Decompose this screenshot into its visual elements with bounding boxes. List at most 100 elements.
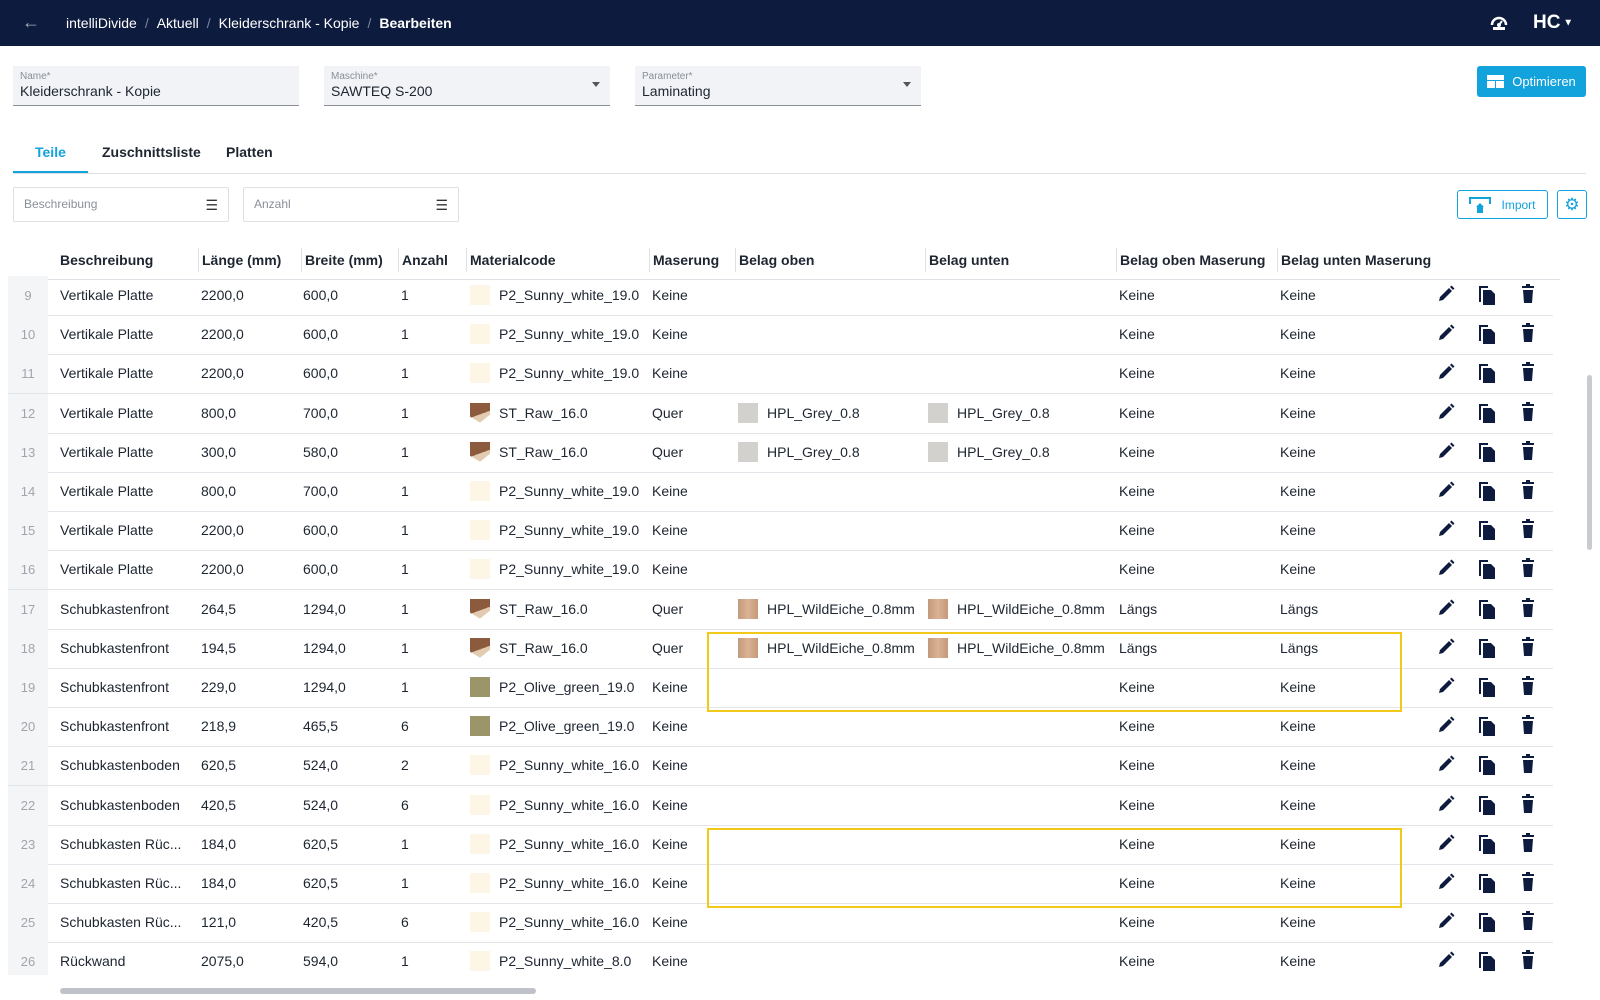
horizontal-scrollbar-thumb[interactable]	[60, 988, 536, 994]
edit-pencil-icon[interactable]	[1436, 715, 1456, 737]
copy-icon[interactable]	[1477, 362, 1497, 384]
machine-select[interactable]: Maschine* SAWTEQ S-200	[324, 66, 610, 106]
column-header[interactable]: Belag oben Maserung	[1120, 252, 1266, 268]
delete-trash-icon[interactable]	[1519, 597, 1539, 620]
table-row[interactable]: 13 Vertikale Platte 300,0 580,0 1 ST_Raw_16.0…	[8, 432, 1553, 473]
column-header[interactable]: Breite (mm)	[305, 252, 383, 268]
copy-icon[interactable]	[1477, 794, 1497, 816]
delete-trash-icon[interactable]	[1519, 832, 1539, 855]
delete-trash-icon[interactable]	[1519, 323, 1539, 345]
edit-pencil-icon[interactable]	[1436, 833, 1456, 855]
table-row[interactable]: 14 Vertikale Platte 800,0 700,0 1 P2_Sunny_wh…	[8, 472, 1553, 512]
delete-trash-icon[interactable]	[1519, 715, 1539, 737]
copy-icon[interactable]	[1477, 754, 1497, 776]
copy-icon[interactable]	[1477, 676, 1497, 698]
table-row[interactable]: 21 Schubkastenboden 620,5 524,0 2 P2_Sunny_wh…	[8, 746, 1553, 787]
chevron-down-icon[interactable]	[592, 82, 600, 87]
copy-icon[interactable]	[1477, 519, 1497, 541]
delete-trash-icon[interactable]	[1519, 793, 1539, 816]
delete-trash-icon[interactable]	[1519, 440, 1539, 463]
delete-trash-icon[interactable]	[1519, 519, 1539, 541]
optimize-button[interactable]: Optimieren	[1477, 66, 1586, 97]
table-row[interactable]: 24 Schubkasten Rüc... 184,0 620,5 1 P2_Sunny_…	[8, 864, 1553, 904]
name-field[interactable]: Name* Kleiderschrank - Kopie	[13, 66, 299, 106]
filter-icon[interactable]: ☰	[435, 197, 448, 213]
table-row[interactable]: 11 Vertikale Platte 2200,0 600,0 1 P2_Sunny_w…	[8, 354, 1553, 395]
table-row[interactable]: 16 Vertikale Platte 2200,0 600,0 1 P2_Sunny_w…	[8, 550, 1553, 591]
company-logo-menu[interactable]: HC ▼	[1533, 12, 1574, 33]
copy-icon[interactable]	[1477, 598, 1497, 620]
table-row[interactable]: 20 Schubkastenfront 218,9 465,5 6 P2_Olive_gr…	[8, 707, 1553, 748]
column-divider[interactable]	[1277, 248, 1278, 272]
copy-icon[interactable]	[1477, 480, 1497, 502]
table-row[interactable]: 25 Schubkasten Rüc... 121,0 420,5 6 P2_Sunny_…	[8, 903, 1553, 944]
copy-icon[interactable]	[1477, 323, 1497, 345]
settings-gear-button[interactable]: ⚙	[1557, 190, 1587, 219]
copy-icon[interactable]	[1477, 558, 1497, 580]
back-arrow-icon[interactable]: ←	[22, 12, 40, 32]
edit-pencil-icon[interactable]	[1436, 754, 1456, 776]
edit-pencil-icon[interactable]	[1436, 598, 1456, 620]
table-row[interactable]: 19 Schubkastenfront 229,0 1294,0 1 P2_Olive_g…	[8, 668, 1553, 708]
edit-pencil-icon[interactable]	[1436, 519, 1456, 541]
breadcrumb-intellidivide[interactable]: intelliDivide	[66, 15, 137, 31]
table-row[interactable]: 26 Rückwand 2075,0 594,0 1 P2_Sunny_white_8.0…	[8, 942, 1553, 975]
edit-pencil-icon[interactable]	[1436, 872, 1456, 894]
copy-icon[interactable]	[1477, 715, 1497, 737]
edit-pencil-icon[interactable]	[1436, 558, 1456, 580]
column-divider[interactable]	[301, 248, 302, 272]
delete-trash-icon[interactable]	[1519, 950, 1539, 972]
column-divider[interactable]	[649, 248, 650, 272]
table-row[interactable]: 15 Vertikale Platte 2200,0 600,0 1 P2_Sunny_w…	[8, 511, 1553, 552]
vertical-scrollbar-thumb[interactable]	[1587, 375, 1592, 550]
delete-trash-icon[interactable]	[1519, 558, 1539, 580]
copy-icon[interactable]	[1477, 441, 1497, 463]
copy-icon[interactable]	[1477, 833, 1497, 855]
copy-icon[interactable]	[1477, 911, 1497, 933]
delete-trash-icon[interactable]	[1519, 754, 1539, 776]
column-divider[interactable]	[735, 248, 736, 272]
table-row[interactable]: 9 Vertikale Platte 2200,0 600,0 1 P2_Sunny_wh…	[8, 276, 1553, 316]
delete-trash-icon[interactable]	[1519, 872, 1539, 894]
delete-trash-icon[interactable]	[1519, 676, 1539, 698]
copy-icon[interactable]	[1477, 950, 1497, 972]
edit-pencil-icon[interactable]	[1436, 950, 1456, 972]
column-header[interactable]: Belag unten Maserung	[1281, 252, 1432, 268]
tab-zuschnittsliste[interactable]: Zuschnittsliste	[102, 144, 201, 160]
breadcrumb-aktuell[interactable]: Aktuell	[156, 15, 199, 31]
column-header[interactable]: Beschreibung	[60, 252, 154, 268]
copy-icon[interactable]	[1477, 872, 1497, 894]
copy-icon[interactable]	[1477, 637, 1497, 659]
edit-pencil-icon[interactable]	[1436, 637, 1456, 659]
edit-pencil-icon[interactable]	[1436, 284, 1456, 306]
table-row[interactable]: 10 Vertikale Platte 2200,0 600,0 1 P2_Sunny_w…	[8, 315, 1553, 356]
copy-icon[interactable]	[1477, 402, 1497, 424]
column-divider[interactable]	[398, 248, 399, 272]
delete-trash-icon[interactable]	[1519, 401, 1539, 424]
edit-pencil-icon[interactable]	[1436, 362, 1456, 384]
column-header[interactable]: Anzahl	[402, 252, 448, 268]
copy-icon[interactable]	[1477, 284, 1497, 306]
table-row[interactable]: 12 Vertikale Platte 800,0 700,0 1 ST_Raw_16.0…	[8, 393, 1553, 434]
tab-teile[interactable]: Teile	[35, 144, 66, 160]
tab-platten[interactable]: Platten	[226, 144, 273, 160]
edit-pencil-icon[interactable]	[1436, 480, 1456, 502]
support-headset-icon[interactable]	[1489, 13, 1509, 36]
column-divider[interactable]	[1116, 248, 1117, 272]
delete-trash-icon[interactable]	[1519, 284, 1539, 306]
parameter-value[interactable]: Laminating	[642, 83, 711, 99]
anzahl-filter-input[interactable]: Anzahl ☰	[243, 187, 459, 222]
filter-icon[interactable]: ☰	[205, 197, 218, 213]
edit-pencil-icon[interactable]	[1436, 794, 1456, 816]
column-divider[interactable]	[198, 248, 199, 272]
table-row[interactable]: 18 Schubkastenfront 194,5 1294,0 1 ST_Raw_16.…	[8, 628, 1553, 669]
table-row[interactable]: 17 Schubkastenfront 264,5 1294,0 1 ST_Raw_16.…	[8, 589, 1553, 630]
delete-trash-icon[interactable]	[1519, 480, 1539, 502]
column-header[interactable]: Länge (mm)	[202, 252, 282, 268]
column-header[interactable]: Maserung	[653, 252, 720, 268]
delete-trash-icon[interactable]	[1519, 911, 1539, 933]
column-header[interactable]: Belag oben	[739, 252, 815, 268]
edit-pencil-icon[interactable]	[1436, 911, 1456, 933]
import-button[interactable]: Import	[1457, 190, 1548, 219]
delete-trash-icon[interactable]	[1519, 362, 1539, 384]
